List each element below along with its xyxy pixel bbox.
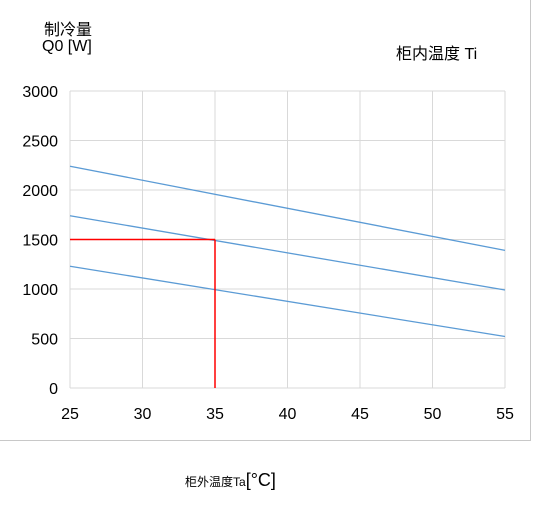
y-tick-label-1: 500: [31, 332, 58, 349]
y-tick-label-4: 2000: [22, 183, 58, 200]
y-tick-label-3: 1500: [22, 233, 58, 250]
y-tick-label-5: 2500: [22, 134, 58, 151]
y-tick-label-0: 0: [49, 381, 58, 398]
y-tick-label-2: 1000: [22, 282, 58, 299]
y-axis-title-cn: 制冷量: [44, 22, 93, 39]
x-tick-label-6: 55: [496, 406, 514, 423]
x-tick-label-3: 40: [279, 406, 297, 423]
x-tick-label-0: 25: [61, 406, 79, 423]
series-line-2: [69, 265, 506, 338]
x-axis-title: 柜外温度Ta[°C]: [185, 470, 276, 491]
x-tick-label-2: 35: [206, 406, 224, 423]
x-tick-label-4: 45: [351, 406, 369, 423]
x-tick-label-1: 30: [134, 406, 152, 423]
x-tick-label-5: 50: [424, 406, 442, 423]
y-axis-title-unit: Q0 [W]: [42, 38, 92, 55]
series-legend-title: 柜内温度 Ti: [396, 46, 478, 63]
chart-frame: [0, 0, 531, 441]
series-line-1: [69, 215, 506, 291]
y-tick-label-6: 3000: [22, 84, 58, 101]
x-axis-title-unit: [°C]: [245, 470, 276, 490]
x-axis-title-text: 柜外温度Ta: [185, 475, 246, 489]
series-line-0: [69, 165, 506, 252]
